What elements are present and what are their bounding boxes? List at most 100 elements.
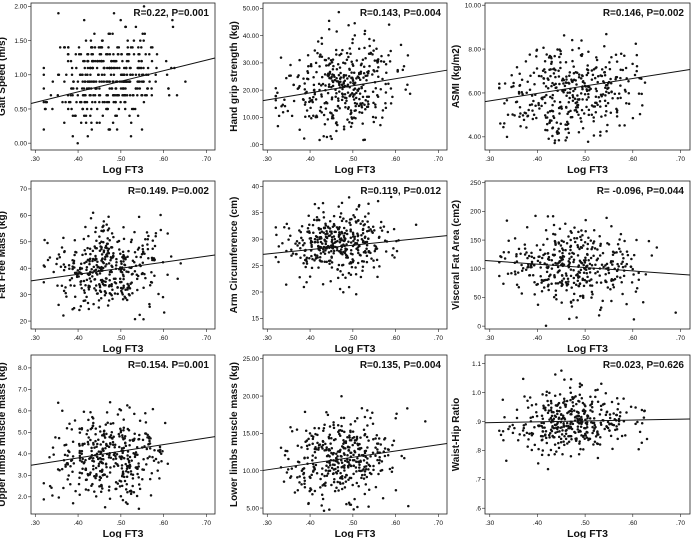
data-point bbox=[325, 474, 329, 477]
data-point bbox=[64, 463, 67, 467]
data-point bbox=[537, 103, 540, 107]
data-point bbox=[289, 425, 292, 429]
data-point bbox=[561, 429, 564, 432]
data-point bbox=[353, 93, 356, 96]
data-point bbox=[118, 435, 121, 438]
data-point bbox=[171, 25, 175, 29]
data-point bbox=[599, 404, 603, 408]
data-point bbox=[317, 206, 320, 210]
data-point bbox=[117, 46, 121, 49]
data-point bbox=[350, 265, 354, 269]
data-point bbox=[391, 443, 394, 447]
data-point bbox=[328, 464, 332, 467]
data-point bbox=[607, 266, 610, 270]
y-tick-label: 250 bbox=[470, 180, 481, 187]
data-point bbox=[86, 258, 90, 262]
data-point bbox=[625, 302, 628, 306]
data-point bbox=[67, 46, 70, 49]
data-point bbox=[394, 417, 397, 420]
data-point bbox=[362, 223, 365, 227]
data-point bbox=[151, 247, 154, 251]
data-point bbox=[140, 80, 144, 83]
data-point bbox=[610, 90, 613, 94]
data-point bbox=[395, 412, 398, 416]
data-point bbox=[129, 492, 133, 496]
data-point bbox=[358, 466, 361, 469]
data-point bbox=[593, 247, 597, 250]
data-point bbox=[362, 477, 366, 480]
data-point bbox=[136, 66, 139, 70]
data-point bbox=[372, 464, 375, 468]
data-point bbox=[153, 244, 157, 248]
data-point bbox=[138, 487, 142, 491]
data-point bbox=[567, 260, 570, 263]
data-point bbox=[587, 96, 590, 99]
data-point bbox=[376, 458, 379, 462]
data-point bbox=[299, 247, 302, 250]
data-point bbox=[576, 425, 580, 428]
data-point bbox=[327, 19, 331, 23]
data-point bbox=[298, 229, 301, 232]
data-point bbox=[538, 261, 542, 264]
data-point bbox=[555, 121, 559, 124]
data-point bbox=[311, 470, 315, 473]
y-tick-label: 50 bbox=[474, 295, 482, 302]
data-point bbox=[601, 403, 605, 406]
data-point bbox=[357, 104, 361, 108]
data-point bbox=[64, 291, 67, 295]
data-point bbox=[99, 450, 103, 454]
data-point bbox=[375, 434, 379, 437]
data-point bbox=[390, 470, 394, 473]
data-point bbox=[42, 128, 46, 131]
data-point bbox=[98, 121, 101, 124]
data-point bbox=[321, 440, 325, 444]
data-point bbox=[276, 124, 280, 128]
x-tick-label: .60 bbox=[628, 520, 637, 527]
data-point bbox=[627, 92, 631, 95]
data-point bbox=[118, 248, 121, 251]
data-point bbox=[524, 268, 528, 272]
data-point bbox=[130, 238, 133, 242]
data-point bbox=[88, 80, 91, 83]
data-point bbox=[631, 62, 634, 66]
data-point bbox=[521, 377, 525, 381]
y-tick-label: 20.00 bbox=[243, 393, 260, 400]
data-point bbox=[517, 90, 521, 94]
data-point bbox=[108, 283, 111, 287]
data-point bbox=[328, 72, 331, 76]
data-point bbox=[327, 226, 330, 229]
data-point bbox=[144, 432, 148, 435]
data-point bbox=[559, 437, 563, 441]
data-point bbox=[87, 488, 90, 492]
data-point bbox=[45, 100, 49, 104]
data-point bbox=[77, 442, 81, 446]
data-point bbox=[299, 256, 302, 259]
data-point bbox=[550, 414, 554, 418]
data-point bbox=[141, 252, 145, 255]
data-point bbox=[56, 401, 60, 404]
data-point bbox=[129, 240, 133, 244]
data-point bbox=[577, 415, 581, 418]
data-point bbox=[312, 465, 315, 469]
data-point bbox=[534, 104, 537, 108]
data-point bbox=[343, 459, 347, 462]
data-point bbox=[357, 203, 361, 207]
data-point bbox=[373, 59, 377, 62]
data-point bbox=[354, 104, 357, 108]
x-tick-label: .60 bbox=[391, 335, 400, 342]
data-point bbox=[285, 222, 289, 226]
data-point bbox=[549, 74, 552, 78]
y-tick-label: 4.00 bbox=[468, 134, 481, 141]
data-point bbox=[361, 122, 364, 125]
data-point bbox=[575, 273, 578, 277]
data-point bbox=[319, 105, 323, 109]
data-point bbox=[530, 94, 534, 97]
data-point bbox=[384, 250, 388, 253]
data-point bbox=[515, 255, 518, 258]
y-tick-label: 0.50 bbox=[14, 106, 27, 113]
data-point bbox=[565, 399, 569, 403]
data-point bbox=[106, 421, 109, 425]
data-point bbox=[122, 429, 125, 432]
x-axis-label: Log FT3 bbox=[103, 343, 144, 355]
